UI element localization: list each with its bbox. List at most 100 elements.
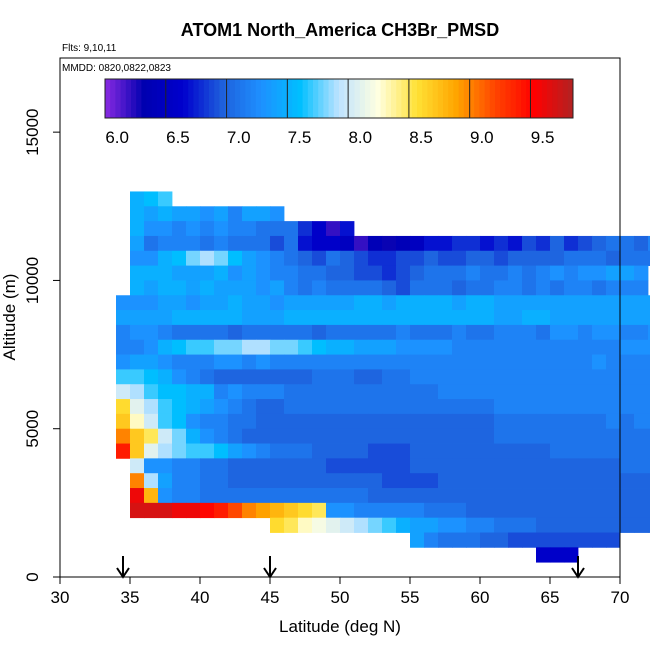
heatmap-cell <box>340 369 355 385</box>
heatmap-cell <box>550 310 565 326</box>
heatmap-cell <box>340 250 355 266</box>
heatmap-cell <box>550 399 565 415</box>
heatmap-cell <box>144 488 159 504</box>
heatmap-cell <box>592 369 607 385</box>
heatmap-cell <box>522 502 537 519</box>
heatmap-cell <box>200 354 215 370</box>
heatmap-cell <box>634 295 649 311</box>
heatmap-cell <box>354 235 369 252</box>
heatmap-cell <box>228 354 243 370</box>
heatmap-cell <box>466 354 481 370</box>
heatmap-cell <box>480 295 495 311</box>
heatmap-cell <box>284 502 299 519</box>
heatmap-cell <box>312 369 327 385</box>
heatmap-cell <box>354 517 369 533</box>
heatmap-cell <box>340 384 355 400</box>
heatmap-cell <box>578 235 593 252</box>
heatmap-cell <box>200 235 215 252</box>
heatmap-cell <box>620 413 635 430</box>
heatmap-cell <box>396 413 411 430</box>
heatmap-cell <box>550 547 565 563</box>
heatmap-cell <box>494 384 509 400</box>
heatmap-cell <box>508 324 523 341</box>
heatmap-cell <box>172 458 187 474</box>
heatmap-cell <box>214 384 229 400</box>
heatmap-cell <box>606 339 621 355</box>
heatmap-cell <box>340 428 355 444</box>
heatmap-cell <box>284 265 299 281</box>
heatmap-cell <box>620 384 635 400</box>
heatmap-cell <box>396 250 411 266</box>
heatmap-cell <box>606 473 621 489</box>
heatmap-cell <box>158 191 173 207</box>
heatmap-cell <box>592 265 607 281</box>
heatmap-cell <box>298 488 313 504</box>
heatmap-cell <box>396 324 411 341</box>
heatmap-cell <box>564 502 579 519</box>
heatmap-cell <box>186 369 201 385</box>
heatmap-cell <box>382 443 397 459</box>
colorbar-segment <box>292 79 298 118</box>
heatmap-cell <box>130 250 145 266</box>
heatmap-cell <box>494 250 509 266</box>
heatmap-cell <box>634 488 649 504</box>
heatmap-cell <box>424 488 439 504</box>
heatmap-cell <box>648 384 650 400</box>
heatmap-cell <box>564 547 579 563</box>
heatmap-cell <box>494 310 509 326</box>
heatmap-cell <box>634 339 649 355</box>
heatmap-cell <box>116 428 131 444</box>
heatmap-cell <box>550 532 565 548</box>
colorbar-segment <box>515 79 522 118</box>
heatmap-cell <box>564 250 579 266</box>
heatmap-cell <box>494 428 509 444</box>
heatmap-cell <box>396 473 411 489</box>
heatmap-cell <box>480 250 495 266</box>
heatmap-cell <box>326 473 341 489</box>
heatmap-cell <box>396 517 411 533</box>
heatmap-cell <box>550 473 565 489</box>
heatmap-cell <box>606 443 621 459</box>
dates-label: MMDD: 0820,0822,0823 <box>62 63 171 74</box>
heatmap-cell <box>508 265 523 281</box>
heatmap-cell <box>312 280 327 296</box>
heatmap-cell <box>522 458 537 474</box>
heatmap-cell <box>522 413 537 430</box>
heatmap-cell <box>592 517 607 533</box>
heatmap-cell <box>116 339 131 355</box>
heatmap-cell <box>620 295 635 311</box>
heatmap-cell <box>340 488 355 504</box>
heatmap-cell <box>550 324 565 341</box>
heatmap-cell <box>648 339 650 355</box>
heatmap-cell <box>452 280 467 296</box>
heatmap-cell <box>494 324 509 341</box>
heatmap-cell <box>256 339 271 355</box>
heatmap-cell <box>214 488 229 504</box>
heatmap-cell <box>326 399 341 415</box>
heatmap-cell <box>606 517 621 533</box>
heatmap-cell <box>228 339 243 355</box>
colorbar-segment <box>188 79 194 118</box>
heatmap-cell <box>494 280 509 296</box>
heatmap-cell <box>578 458 593 474</box>
heatmap-cell <box>172 339 187 355</box>
heatmap-cell <box>144 473 159 489</box>
heatmap-cell <box>592 532 607 548</box>
heatmap-cell <box>522 428 537 444</box>
heatmap-cell <box>326 488 341 504</box>
heatmap-cell <box>172 324 187 341</box>
heatmap-cell <box>620 458 635 474</box>
heatmap-cell <box>536 384 551 400</box>
heatmap-cell <box>634 502 649 519</box>
heatmap-cell <box>578 488 593 504</box>
colorbar-segment <box>209 79 215 118</box>
heatmap-cell <box>452 502 467 519</box>
heatmap-cell <box>536 399 551 415</box>
heatmap-cell <box>242 458 257 474</box>
heatmap-cell <box>242 250 257 266</box>
colorbar-segment <box>276 79 283 118</box>
heatmap-cell <box>228 428 243 444</box>
heatmap-cell <box>214 221 229 237</box>
heatmap-cell <box>242 206 257 222</box>
heatmap-cell <box>494 399 509 415</box>
